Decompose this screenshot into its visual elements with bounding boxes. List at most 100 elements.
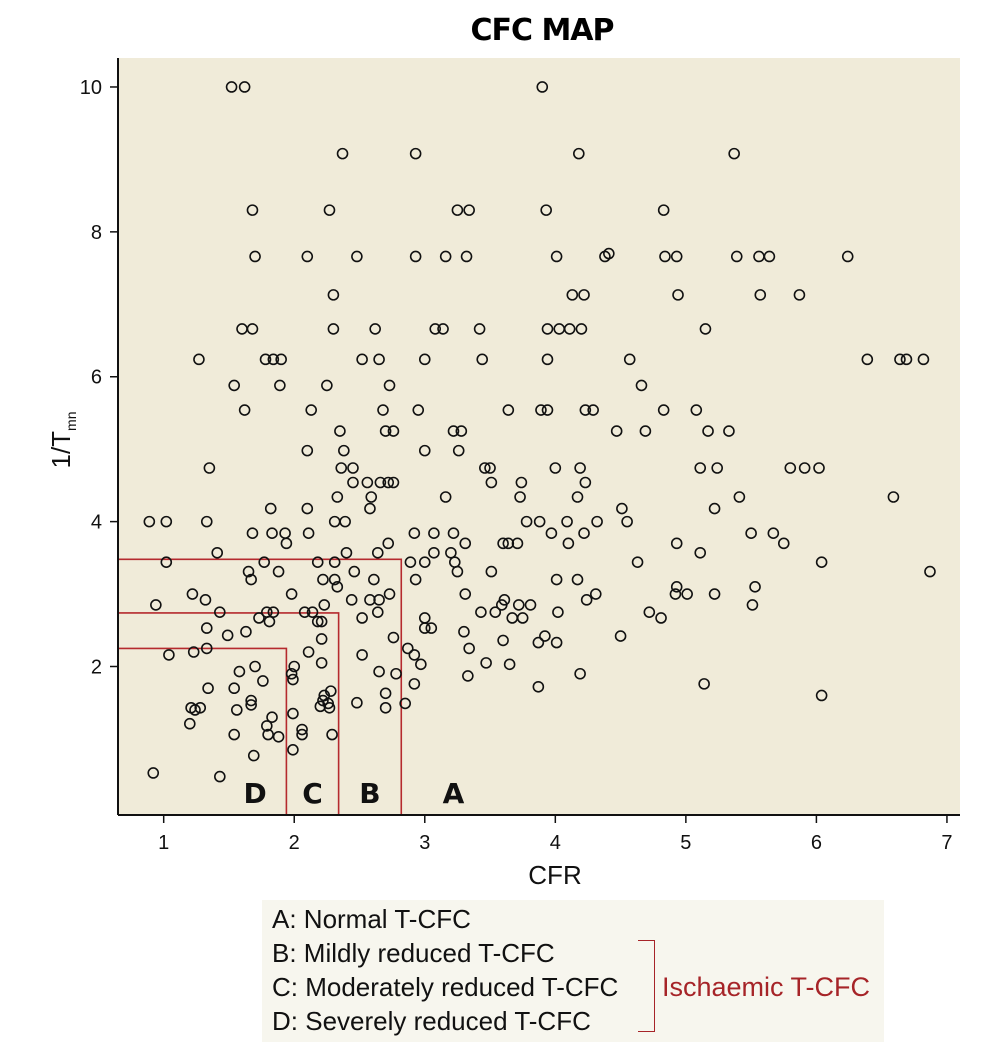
data-point: [306, 606, 319, 618]
data-point: [225, 81, 238, 93]
data-point: [659, 250, 671, 263]
data-point: [550, 573, 563, 586]
data-point: [657, 404, 670, 416]
data-point: [193, 353, 205, 366]
data-point: [514, 491, 526, 503]
data-point: [409, 573, 422, 586]
data-point: [228, 379, 240, 392]
data-point: [924, 565, 936, 578]
data-point: [351, 696, 363, 709]
data-point: [459, 537, 472, 550]
data-point: [485, 476, 498, 489]
data-point: [520, 515, 533, 528]
data-point: [288, 660, 301, 673]
data-point: [274, 379, 286, 392]
boundary-line: [118, 647, 288, 815]
data-point: [511, 537, 524, 550]
data-point: [455, 425, 468, 437]
data-point: [549, 462, 562, 474]
data-point: [728, 147, 740, 160]
data-point: [202, 682, 214, 695]
data-point: [550, 636, 563, 649]
data-point: [681, 588, 693, 600]
data-point: [302, 527, 315, 540]
data-point: [296, 728, 308, 741]
data-point: [815, 556, 828, 568]
plot-background: [118, 58, 960, 815]
data-point: [266, 527, 278, 540]
data-point: [147, 767, 160, 779]
data-point: [841, 250, 854, 263]
data-point: [249, 660, 261, 673]
data-point: [214, 770, 226, 783]
data-point: [515, 476, 528, 489]
data-point: [861, 353, 874, 366]
data-point: [315, 633, 328, 645]
data-point: [711, 462, 723, 474]
data-point: [199, 594, 212, 606]
scatter-chart: CFC MAP 1 2 3 4 5 6 7 2 4 6 8 10 D C B A CFR 1/Tmn: [46, 13, 960, 890]
data-point: [524, 599, 537, 611]
data-point: [690, 404, 703, 416]
data-point: [245, 694, 257, 707]
legend: A: Normal T-CFC B: Mildly reduced T-CFC …: [262, 900, 884, 1042]
data-point: [253, 612, 265, 624]
data-point: [368, 573, 380, 586]
data-point: [428, 546, 440, 559]
data-point: [631, 556, 644, 568]
data-point: [535, 404, 547, 416]
legend-item-c: C: Moderately reduced T-CFC: [272, 972, 619, 1002]
chart-title: CFC MAP: [470, 13, 613, 48]
data-point: [361, 476, 374, 489]
data-point: [387, 631, 400, 644]
x-tick-label: 2: [289, 832, 300, 854]
data-point: [533, 515, 546, 528]
data-point: [258, 556, 271, 568]
data-points: [143, 81, 936, 783]
data-point: [793, 289, 806, 301]
data-point: [571, 573, 584, 586]
data-point: [694, 462, 707, 474]
data-point: [194, 701, 207, 714]
data-point: [463, 642, 475, 655]
data-point: [777, 537, 790, 550]
data-point: [614, 630, 627, 642]
y-axis-label: 1/Tmn: [46, 411, 79, 468]
data-point: [373, 665, 385, 678]
data-point: [390, 667, 402, 680]
data-point: [364, 594, 376, 606]
data-point: [767, 527, 780, 540]
data-point: [587, 404, 599, 416]
data-point: [187, 646, 200, 658]
data-point: [275, 353, 287, 366]
data-point: [415, 658, 427, 671]
data-point: [262, 728, 274, 741]
data-point: [480, 657, 492, 669]
data-point: [550, 250, 563, 263]
data-point: [603, 247, 615, 260]
data-point: [672, 289, 684, 301]
data-point: [379, 687, 392, 700]
data-point: [495, 599, 508, 611]
data-point: [321, 379, 333, 392]
data-point: [371, 606, 384, 618]
data-point: [305, 404, 318, 416]
data-point: [335, 462, 348, 474]
y-tick-label: 6: [91, 367, 102, 389]
y-tick-label: 8: [91, 222, 102, 244]
data-point: [694, 546, 707, 559]
data-point: [723, 425, 735, 437]
axes: 1 2 3 4 5 6 7 2 4 6 8 10: [80, 58, 960, 854]
data-point: [447, 425, 460, 437]
data-point: [545, 527, 558, 540]
data-point: [402, 642, 414, 655]
data-point: [267, 606, 280, 618]
data-point: [516, 612, 529, 624]
data-point: [230, 704, 243, 716]
data-point: [730, 250, 743, 263]
data-point: [566, 289, 579, 301]
data-point: [763, 250, 776, 263]
data-point: [563, 323, 576, 335]
data-point: [259, 353, 272, 366]
data-point: [200, 622, 213, 634]
